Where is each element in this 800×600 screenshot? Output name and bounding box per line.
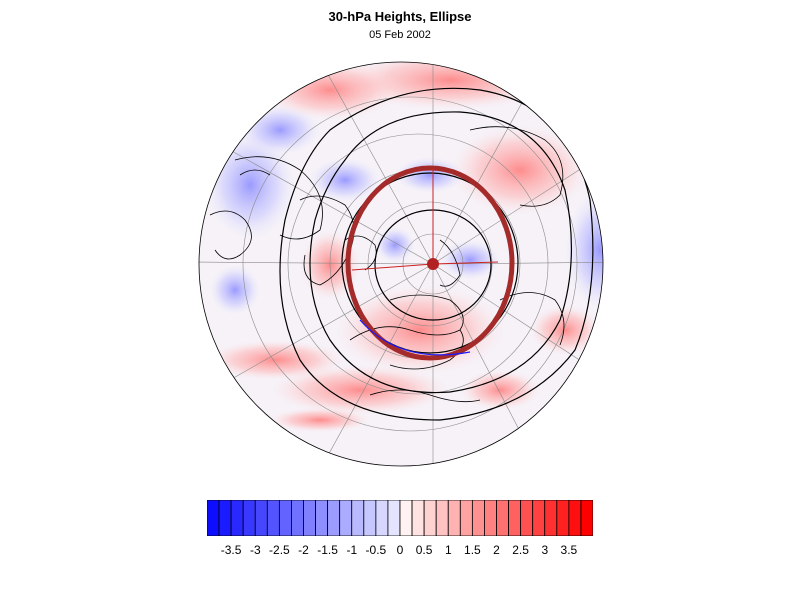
colorbar-tick-label: -1.5 [317,543,338,557]
colorbar-box [303,500,316,536]
colorbar-box [532,500,546,536]
colorbar-tick-label: 1 [444,543,452,557]
colorbar-box [520,500,534,536]
colorbar-tick-label: 3.5 [560,543,578,557]
colorbar-box [375,500,389,536]
colorbar [207,500,593,536]
colorbar-box [242,500,256,536]
colorbar-tick-label: 3 [541,543,549,557]
colorbar-box [230,500,244,536]
colorbar-box [508,500,522,536]
colorbar-tick-label: -3 [249,543,261,557]
colorbar-box [423,500,437,536]
figure-title: 30-hPa Heights, Ellipse [328,9,472,24]
colorbar-box [471,500,485,536]
colorbar-box [496,500,509,536]
colorbar-box [435,500,449,536]
colorbar-box [218,500,232,536]
colorbar-tick-label: 2.5 [512,543,529,557]
colorbar-tick-label: -3.5 [220,543,242,557]
colorbar-box [315,500,329,536]
fitted-ellipse [345,165,515,361]
colorbar-tick-label: -1 [346,543,358,557]
colorbar-box [580,500,593,536]
colorbar-box [327,500,341,536]
colorbar-box [484,500,497,536]
colorbar-box [387,500,401,536]
colorbar-box [459,500,473,536]
colorbar-tick-label: 0 [396,543,404,557]
globe-outline [198,61,604,467]
colorbar-box [363,500,377,536]
colorbar-box [568,500,582,536]
colorbar-box [254,500,268,536]
figure-date: 05 Feb 2002 [369,29,431,41]
colorbar-tick-label: 2 [493,543,500,557]
colorbar-box [207,500,220,536]
colorbar-box [447,500,461,536]
colorbar-box [399,500,413,536]
colorbar-tick-labels: -3.5 -3 -2.5 -2 -1.5 -1 -0.5 0 0.5 1 1.5 2 2.5 3 3.5 [0,543,800,563]
colorbar-box [291,500,304,536]
colorbar-box [339,500,353,536]
colorbar-tick-label: 1.5 [464,543,481,557]
colorbar-box [266,500,280,536]
colorbar-box [351,500,365,536]
colorbar-tick-label: -0.5 [365,543,387,557]
colorbar-tick-label: -2 [298,543,309,557]
ellipse-center-marker [427,258,439,270]
colorbar-tick-label: -2.5 [269,543,290,557]
colorbar-box [544,500,558,536]
height-contours [279,87,594,421]
colorbar-box [411,500,425,536]
colorbar-box [278,500,292,536]
colorbar-tick-label: 0.5 [415,543,433,557]
colorbar-box [556,500,570,536]
